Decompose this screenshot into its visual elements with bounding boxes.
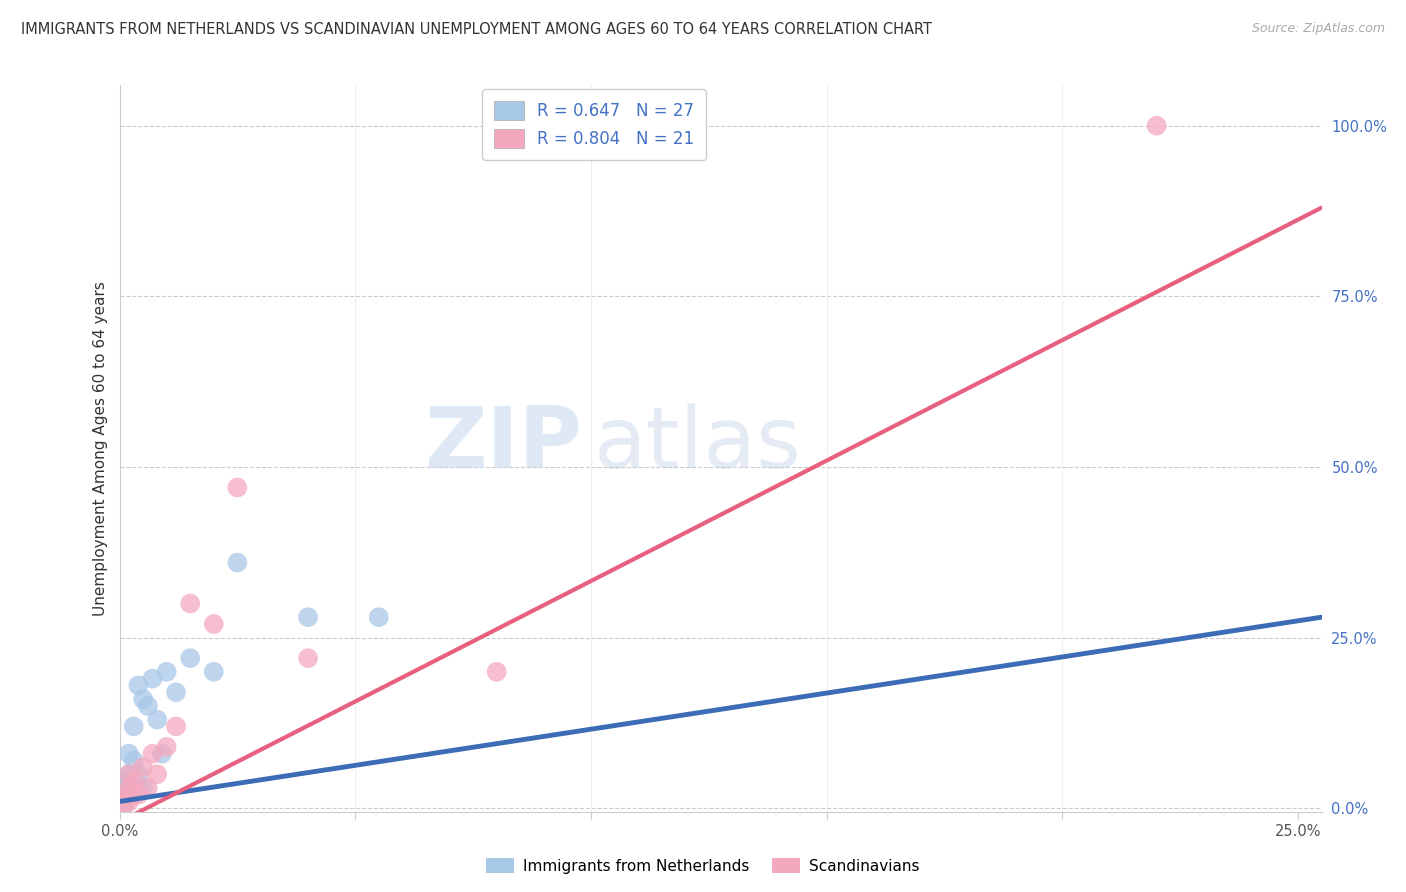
Point [112,780,135,795]
Point [485,665,508,679]
Point [111,795,134,809]
Point [115,774,138,789]
Point [127,678,149,692]
Point [179,597,201,611]
Point [112,788,135,802]
Point [122,719,145,733]
Point [226,556,249,570]
Point [111,795,134,809]
Point [122,754,145,768]
Point [179,651,201,665]
Point [141,672,163,686]
Point [202,665,225,679]
Point [367,610,389,624]
Text: ZIP: ZIP [425,403,582,486]
Point [156,739,179,754]
Point [127,788,149,802]
Point [112,788,135,802]
Text: IMMIGRANTS FROM NETHERLANDS VS SCANDINAVIAN UNEMPLOYMENT AMONG AGES 60 TO 64 YEA: IMMIGRANTS FROM NETHERLANDS VS SCANDINAV… [21,22,932,37]
Point [165,719,187,733]
Point [150,747,173,761]
Point [297,651,319,665]
Point [165,685,187,699]
Point [136,698,159,713]
Point [127,767,149,781]
Point [122,774,145,789]
Point [146,713,169,727]
Point [297,610,319,624]
Point [118,788,141,802]
Point [114,795,136,809]
Point [122,788,145,802]
Point [226,481,249,495]
Point [132,760,155,774]
Point [118,767,141,781]
Point [156,665,179,679]
Point [136,780,159,795]
Point [118,747,141,761]
Text: atlas: atlas [595,403,803,486]
Legend: Immigrants from Netherlands, Scandinavians: Immigrants from Netherlands, Scandinavia… [481,852,925,880]
Point [132,692,155,706]
Point [141,747,163,761]
Point [122,788,145,802]
Point [118,780,141,795]
Point [112,797,135,812]
Point [1146,119,1168,133]
Point [118,767,141,781]
Point [112,797,135,812]
Y-axis label: Unemployment Among Ages 60 to 64 years: Unemployment Among Ages 60 to 64 years [93,281,108,615]
Point [202,617,225,632]
Point [146,767,169,781]
Point [118,795,141,809]
Legend: R = 0.647   N = 27, R = 0.804   N = 21: R = 0.647 N = 27, R = 0.804 N = 21 [482,89,706,160]
Point [132,780,155,795]
Text: Source: ZipAtlas.com: Source: ZipAtlas.com [1251,22,1385,36]
